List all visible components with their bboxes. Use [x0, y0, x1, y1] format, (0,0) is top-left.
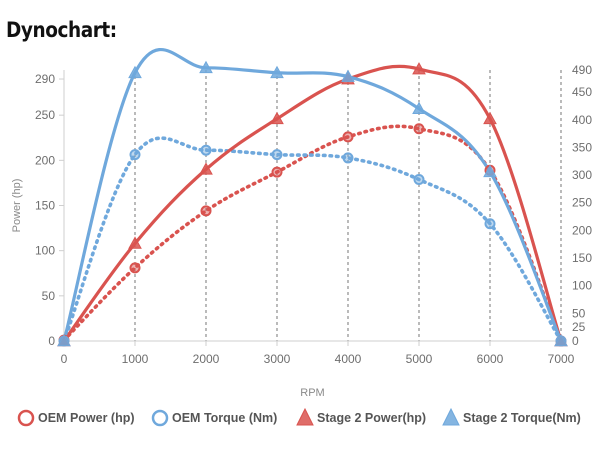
data-point-triangle [199, 60, 213, 74]
y2-tick-label: 100 [572, 279, 592, 293]
series-lines [62, 48, 563, 343]
data-point-triangle [128, 65, 142, 79]
data-point-triangle [412, 101, 426, 115]
series-line [62, 48, 563, 343]
legend-triangle-icon [296, 407, 314, 426]
x-tick-label: 1000 [122, 352, 149, 366]
series-line [62, 64, 563, 343]
y2-tick-label: 400 [572, 113, 592, 127]
data-point-triangle [270, 65, 284, 79]
y2-tick-label: 250 [572, 196, 592, 210]
chart-heading: Dynochart: [6, 18, 117, 42]
legend-item: Stage 2 Power(hp) [296, 407, 426, 426]
data-point-triangle [483, 111, 497, 125]
data-point-circle [413, 174, 425, 186]
legend-label: OEM Power (hp) [38, 411, 135, 425]
y-tick-label: 200 [35, 153, 55, 167]
data-point-circle [413, 123, 425, 135]
y2-tick-label: 350 [572, 140, 592, 154]
x-tick-label: 5000 [406, 352, 433, 366]
axes: 0 1000 2000 3000 4000 5000 6000 700005010015020… [11, 63, 592, 399]
y-tick-label: 0 [48, 334, 55, 348]
y2-tick-label: 200 [572, 223, 592, 237]
y2-tick-label: 150 [572, 251, 592, 265]
data-point-triangle [57, 333, 71, 347]
legend-item: OEM Torque (Nm) [151, 409, 277, 427]
data-point-triangle [341, 69, 355, 82]
data-point-triangle [270, 111, 284, 125]
y-tick-label: 250 [35, 108, 55, 122]
y-tick-label: 150 [35, 199, 55, 213]
legend-label: OEM Torque (Nm) [172, 411, 277, 425]
y2-tick-label: 450 [572, 85, 592, 99]
legend-circle-icon [151, 409, 169, 427]
legend-label: Stage 2 Torque(Nm) [463, 411, 581, 425]
data-point-circle [200, 205, 212, 217]
y-axis-title: Power (hp) [11, 179, 23, 233]
x-tick-label: 3000 [264, 352, 291, 366]
data-point-circle [129, 262, 141, 274]
x-tick-label: 4000 [335, 352, 362, 366]
data-point-triangle [128, 236, 142, 249]
data-point-circle [271, 166, 283, 178]
series-markers [57, 60, 568, 347]
data-point-circle [129, 149, 141, 161]
y-tick-label: 290 [35, 72, 55, 86]
data-point-circle [484, 218, 496, 230]
legend-item: OEM Power (hp) [17, 409, 135, 427]
data-point-circle [342, 131, 354, 143]
data-point-circle [200, 144, 212, 156]
x-tick-label: 2000 [193, 352, 220, 366]
y-tick-label: 100 [35, 244, 55, 258]
y2-tick-label: 490 [572, 63, 592, 77]
y2-tick-label: 300 [572, 168, 592, 182]
series-line [62, 136, 563, 343]
legend-item: Stage 2 Torque(Nm) [442, 407, 581, 426]
legend-circle-icon [17, 409, 35, 427]
y2-tick-label: 0 [572, 334, 579, 348]
x-tick-label: 0 [61, 352, 68, 366]
y-tick-label: 50 [42, 289, 56, 303]
data-point-circle [271, 149, 283, 161]
data-point-triangle [483, 164, 497, 178]
legend-triangle-icon [442, 407, 460, 426]
grid-lines [134, 70, 562, 341]
x-tick-label: 6000 [477, 352, 504, 366]
x-tick-label: 7000 [548, 352, 575, 366]
x-axis-title: RPM [300, 387, 324, 399]
data-point-circle [342, 152, 354, 164]
y2-tick-label: 25 [572, 320, 586, 334]
data-point-triangle [554, 333, 568, 347]
data-point-triangle [412, 62, 426, 75]
y2-tick-label: 50 [572, 306, 586, 320]
legend-label: Stage 2 Power(hp) [317, 411, 426, 425]
data-point-triangle [199, 162, 213, 175]
legend: OEM Power (hp) OEM Torque (Nm) Stage 2 Pow… [17, 407, 581, 427]
